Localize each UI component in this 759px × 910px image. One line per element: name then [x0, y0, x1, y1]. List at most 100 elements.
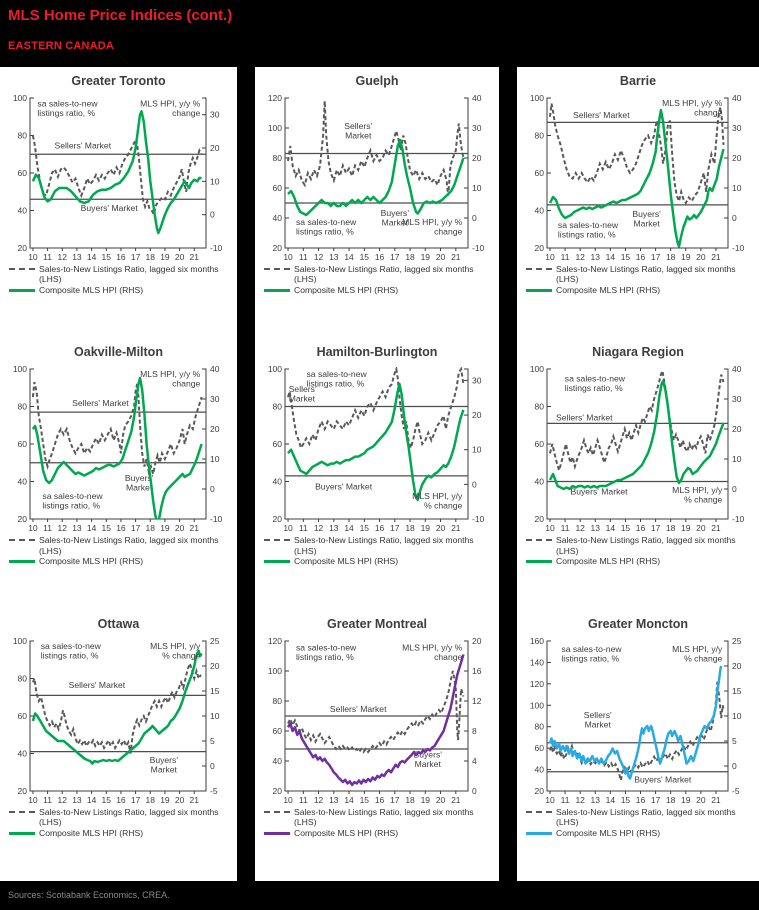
x-axis-tick-label: 17	[651, 523, 661, 533]
chart-legend: Sales-to-New Listings Ratio, lagged six …	[255, 807, 499, 838]
x-axis-tick-label: 16	[116, 252, 126, 262]
left-axis-tick-label: 60	[535, 743, 545, 753]
x-axis-tick-label: 20	[175, 795, 185, 805]
axis-frame	[546, 640, 729, 792]
snlr-series-line	[549, 681, 725, 781]
x-axis-tick-label: 16	[636, 523, 646, 533]
x-axis-tick-label: 19	[160, 252, 170, 262]
hpi-legend-swatch	[9, 831, 35, 835]
left-axis-tick-label: 100	[530, 700, 544, 710]
hpi-legend-label: Composite MLS HPI (RHS)	[556, 556, 661, 567]
chart-annotation: Sellers' Market	[72, 398, 129, 408]
x-axis-tick-label: 15	[621, 252, 631, 262]
x-axis-tick-label: 14	[606, 252, 616, 262]
x-axis-tick-label: 14	[344, 795, 354, 805]
x-axis-tick-label: 19	[160, 795, 170, 805]
chart-annotation: sa sales-to-new listings ratio, %	[307, 369, 368, 389]
x-axis-tick-label: 14	[87, 795, 97, 805]
chart-legend: Sales-to-New Listings Ratio, lagged six …	[517, 807, 759, 838]
chart-title: Ottawa	[97, 616, 140, 631]
x-axis-tick-label: 15	[621, 523, 631, 533]
right-axis-tick-label: 30	[472, 376, 482, 386]
snlr-series-line	[31, 660, 202, 754]
hpi-legend-swatch	[9, 288, 35, 292]
right-axis-tick-label: -10	[732, 243, 745, 253]
chart-title: Greater Moncton	[587, 616, 688, 631]
right-axis-tick-label: -10	[472, 514, 485, 524]
x-axis-tick-label: 18	[666, 795, 676, 805]
chart-annotation: Sellers' Market	[584, 709, 612, 729]
left-axis-tick-label: 100	[530, 364, 544, 374]
left-axis-tick-label: 20	[535, 514, 545, 524]
x-axis-tick-label: 16	[636, 252, 646, 262]
chart-hamilton-burlington: Hamilton-Burlington 100 80 60 40 20 30 20 10 0 -10…	[255, 338, 499, 609]
x-axis-tick-label: 21	[190, 795, 200, 805]
snlr-legend-label: Sales-to-New Listings Ratio, lagged six …	[294, 806, 474, 828]
chart-legend: Sales-to-New Listings Ratio, lagged six …	[517, 264, 759, 295]
left-axis-tick-label: 40	[535, 764, 545, 774]
snlr-legend-label: Sales-to-New Listings Ratio, lagged six …	[39, 264, 219, 285]
left-axis-tick-label: 80	[535, 131, 545, 141]
right-axis-tick-label: 10	[210, 176, 220, 186]
right-axis-tick-label: 4	[472, 756, 477, 766]
right-axis-tick-label: 20	[732, 424, 742, 434]
right-axis-tick-label: 30	[472, 123, 482, 133]
hpi-series-line	[287, 138, 465, 217]
x-axis-tick-label: 21	[711, 252, 721, 262]
left-axis-tick-label: 60	[273, 726, 283, 736]
right-axis-tick-label: 5	[210, 736, 215, 746]
left-axis-tick-label: 40	[273, 756, 283, 766]
chart-legend: Sales-to-New Listings Ratio, lagged six …	[255, 264, 499, 295]
snlr-legend-swatch	[9, 539, 35, 542]
chart-legend: Sales-to-New Listings Ratio, lagged six …	[0, 807, 237, 838]
x-axis-tick-label: 16	[375, 523, 385, 533]
chart-annotation: Buyers' Market	[150, 754, 179, 774]
left-axis-tick-label: 60	[18, 439, 28, 449]
x-axis-tick-label: 13	[591, 252, 601, 262]
right-axis-tick-label: 20	[210, 661, 220, 671]
x-axis-tick-label: 11	[299, 252, 308, 262]
x-axis-tick-label: 15	[360, 252, 370, 262]
chart-legend: Sales-to-New Listings Ratio, lagged six …	[0, 264, 237, 295]
chart-annotation: sa sales-to-new listings ratio, %	[558, 220, 619, 240]
right-axis-tick-label: 40	[732, 364, 742, 374]
left-axis-tick-label: 60	[535, 439, 545, 449]
chart-title: Barrie	[619, 74, 657, 88]
chart-annotation: MLS HPI, y/y % change	[662, 98, 723, 118]
chart-annotation: Buyers' Market	[81, 203, 139, 213]
chart-legend: Sales-to-New Listings Ratio, lagged six …	[0, 535, 237, 566]
hpi-legend-label: Composite MLS HPI (RHS)	[556, 827, 661, 838]
chart-annotation: Sellers' Market	[289, 384, 317, 404]
x-axis-tick-label: 10	[283, 795, 293, 805]
right-axis-tick-label: 30	[732, 394, 742, 404]
x-axis-tick-label: 21	[711, 795, 721, 805]
x-axis-tick-label: 14	[606, 523, 616, 533]
right-axis-tick-label: 10	[732, 454, 742, 464]
snlr-series-line	[549, 367, 725, 475]
x-axis-tick-label: 20	[436, 252, 446, 262]
x-axis-tick-label: 21	[451, 252, 461, 262]
left-axis-tick-label: 100	[530, 93, 544, 103]
right-axis-tick-label: 10	[472, 183, 482, 193]
x-axis-tick-label: 20	[175, 252, 185, 262]
x-axis-tick-label: 10	[545, 795, 555, 805]
right-axis-tick-label: 16	[472, 666, 482, 676]
x-axis-tick-label: 10	[545, 523, 555, 533]
hpi-legend-swatch	[526, 288, 552, 292]
x-axis-tick-label: 11	[561, 523, 570, 533]
x-axis-tick-label: 10	[283, 252, 293, 262]
chart-guelph: Guelph 120 100 80 60 40 20 40 30 20 10 0 -10 10 11 12 13…	[255, 67, 499, 338]
chart-annotation: Sellers' Market	[556, 413, 613, 423]
left-axis-tick-label: 80	[18, 673, 28, 683]
left-axis-tick-label: 100	[13, 636, 27, 646]
chart-title: Oakville-Milton	[74, 345, 163, 360]
snlr-legend-swatch	[264, 539, 290, 542]
chart-greater-toronto: Greater Toronto 100 80 60 40 20 30 20 10 0 -10 10 11…	[0, 67, 237, 338]
left-axis-tick-label: 60	[18, 168, 28, 178]
chart-annotation: Sellers' Market	[330, 703, 387, 713]
chart-annotation: MLS HPI, y/y % change	[140, 99, 201, 119]
x-axis-tick-label: 18	[405, 795, 415, 805]
